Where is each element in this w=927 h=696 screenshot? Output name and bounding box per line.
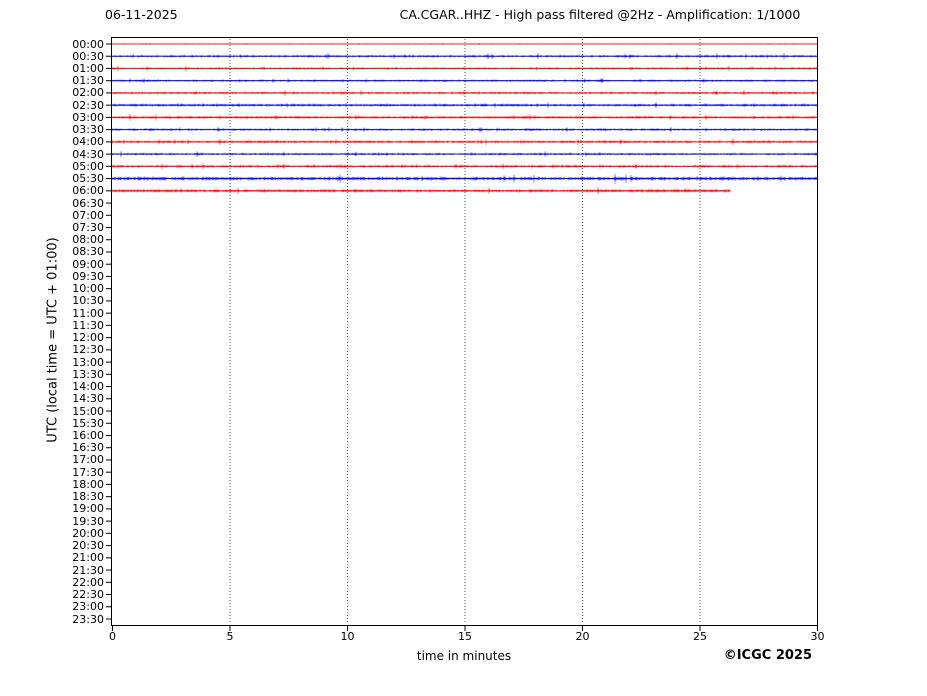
copyright-label: ©ICGC 2025 <box>723 648 812 663</box>
y-tick-label: 15:30 <box>72 416 104 430</box>
y-tick-label: 09:30 <box>72 269 104 283</box>
y-tick-label: 13:30 <box>72 367 104 381</box>
x-tick-label: 15 <box>458 630 472 643</box>
y-tick-label: 01:30 <box>72 74 104 88</box>
y-tick-label: 12:00 <box>72 331 104 345</box>
y-tick-label: 10:00 <box>72 282 104 296</box>
y-tick-label: 10:30 <box>72 294 104 308</box>
y-tick-label: 02:30 <box>72 98 104 112</box>
y-tick-label: 16:00 <box>72 428 104 442</box>
y-tick-label: 17:00 <box>72 453 104 467</box>
y-tick-label: 05:00 <box>72 159 104 173</box>
y-tick-label: 15:00 <box>72 404 104 418</box>
y-tick-label: 09:00 <box>72 257 104 271</box>
y-tick-label: 11:00 <box>72 306 104 320</box>
y-tick-label: 00:30 <box>72 49 104 63</box>
x-tick-label: 0 <box>109 630 116 643</box>
x-tick-label: 20 <box>575 630 590 643</box>
x-tick-label: 25 <box>693 630 707 643</box>
y-tick-label: 04:00 <box>72 135 104 149</box>
y-tick-label: 19:30 <box>72 514 104 528</box>
y-tick-label: 05:30 <box>72 172 104 186</box>
x-tick-label: 30 <box>810 630 825 643</box>
y-tick-label: 18:30 <box>72 490 104 504</box>
x-tick-label: 10 <box>340 630 355 643</box>
y-tick-label: 00:00 <box>72 37 104 51</box>
y-tick-label: 14:30 <box>72 392 104 406</box>
y-tick-label: 03:00 <box>72 110 104 124</box>
y-tick-label: 20:00 <box>72 526 104 540</box>
y-tick-label: 07:00 <box>72 208 104 222</box>
date-label: 06-11-2025 <box>105 7 178 22</box>
y-tick-label: 03:30 <box>72 123 104 137</box>
y-tick-label: 14:00 <box>72 380 104 394</box>
y-tick-label: 08:00 <box>72 233 104 247</box>
y-tick-label: 22:00 <box>72 575 104 589</box>
y-tick-label: 23:30 <box>72 612 104 626</box>
y-tick-label: 07:30 <box>72 221 104 234</box>
y-tick-label: 22:30 <box>72 588 104 602</box>
y-tick-label: 04:30 <box>72 147 104 161</box>
y-tick-label: 12:30 <box>72 343 104 357</box>
y-tick-label: 20:30 <box>72 539 104 553</box>
y-tick-label: 16:30 <box>72 441 104 455</box>
y-tick-label: 13:00 <box>72 355 104 369</box>
y-tick-label: 21:00 <box>72 551 104 565</box>
y-tick-label: 02:00 <box>72 86 104 100</box>
y-tick-label: 06:00 <box>72 184 104 198</box>
x-axis-title: time in minutes <box>416 649 512 663</box>
y-tick-label: 06:30 <box>72 196 104 210</box>
y-tick-label: 11:30 <box>72 318 104 332</box>
y-tick-label: 18:00 <box>72 477 104 491</box>
y-tick-label: 08:30 <box>72 245 104 259</box>
y-tick-label: 19:00 <box>72 502 104 516</box>
plot-title: CA.CGAR..HHZ - High pass filtered @2Hz -… <box>399 7 801 22</box>
y-tick-label: 01:00 <box>72 61 104 75</box>
y-tick-label: 17:30 <box>72 465 104 479</box>
y-tick-label: 23:00 <box>72 600 104 614</box>
x-tick-label: 5 <box>226 630 234 643</box>
y-tick-label: 21:30 <box>72 563 104 577</box>
